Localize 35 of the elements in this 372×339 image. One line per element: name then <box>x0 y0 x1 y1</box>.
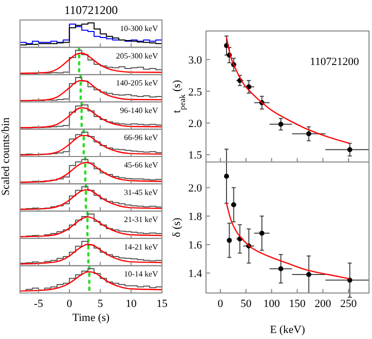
y-tick-label: 1.6 <box>188 240 202 252</box>
x-tick-label: 0 <box>66 298 73 310</box>
x-tick-label: 15 <box>156 298 168 310</box>
x-tick-label: 10 <box>126 298 138 310</box>
annotation: 10-300 keV <box>120 24 158 33</box>
annotation: 205-300 keV <box>116 51 158 60</box>
x-axis-title: Time (s) <box>72 312 110 324</box>
y-tick-label: 1.4 <box>188 268 202 280</box>
annotation: 66-96 keV <box>124 133 158 142</box>
annotation: 45-66 keV <box>124 160 158 170</box>
annotation: 10-14 keV <box>124 270 158 279</box>
annotation: 96-140 keV <box>120 106 158 115</box>
y-axis-title: Scaled counts/bin <box>0 117 12 196</box>
annotation: 21-31 keV <box>124 215 158 224</box>
y-tick-label: 1.5 <box>188 150 202 162</box>
x-tick-label: 50 <box>240 298 252 310</box>
annotation: 110721200 <box>310 56 360 68</box>
x-tick-label: 150 <box>288 298 306 310</box>
x-tick-label: 250 <box>340 298 358 310</box>
annotation: 31-45 keV <box>124 188 158 197</box>
x-tick-label: 200 <box>314 298 332 310</box>
x-tick-label: 5 <box>98 298 104 310</box>
x-tick-label: 100 <box>263 298 280 310</box>
annotation: 14-21 keV <box>124 242 158 252</box>
annotation: 140-205 keV <box>116 78 158 88</box>
x-tick-label: 0 <box>218 298 224 310</box>
x-axis-title: E (keV) <box>270 324 306 336</box>
y-axis-title: δ (s) <box>171 217 183 238</box>
y-tick-label: 1.8 <box>188 211 202 224</box>
y-tick-label: 3.0 <box>188 54 202 67</box>
chart-title: 110721200 <box>64 3 118 17</box>
y-tick-label: 2.5 <box>188 86 202 98</box>
y-tick-label: 2.0 <box>188 182 202 195</box>
y-tick-label: 2.0 <box>188 118 202 130</box>
x-tick-label: -5 <box>34 298 44 310</box>
